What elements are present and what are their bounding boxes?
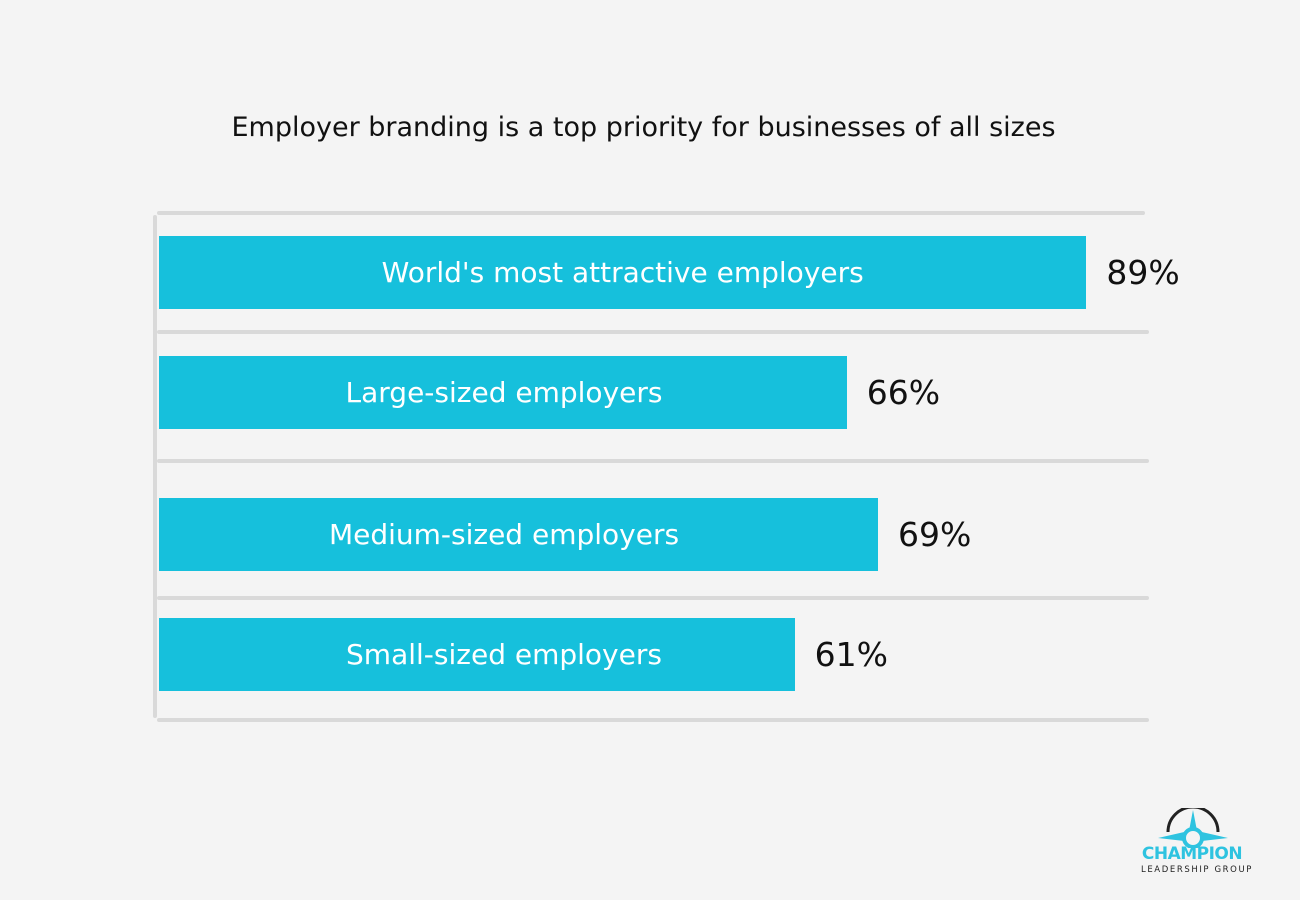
- gridline: [157, 211, 1145, 215]
- logo: CHAMPION LEADERSHIP GROUP: [1138, 808, 1258, 880]
- gridline: [157, 459, 1149, 463]
- chart-title: Employer branding is a top priority for …: [231, 112, 1056, 143]
- bar: [159, 618, 795, 691]
- bar-label: World's most attractive employers: [381, 256, 864, 289]
- value-label: 89%: [1106, 253, 1180, 292]
- logo-subtitle: LEADERSHIP GROUP: [1141, 865, 1253, 875]
- gridline: [157, 330, 1149, 334]
- bar-label: Medium-sized employers: [328, 518, 680, 551]
- value-label: 69%: [897, 515, 972, 554]
- bar-label: Large-sized employers: [345, 376, 663, 409]
- bar-label: Small-sized employers: [346, 638, 662, 671]
- gridline: [157, 596, 1149, 600]
- logo-name: CHAMPION: [1141, 844, 1243, 864]
- bar: [159, 498, 878, 571]
- value-label: 66%: [866, 373, 941, 412]
- bar: [159, 356, 847, 429]
- compass-icon: [1158, 808, 1228, 848]
- value-label: 61%: [814, 635, 888, 674]
- gridline: [157, 718, 1149, 722]
- bar: [159, 236, 1087, 309]
- axis-line: [153, 215, 157, 718]
